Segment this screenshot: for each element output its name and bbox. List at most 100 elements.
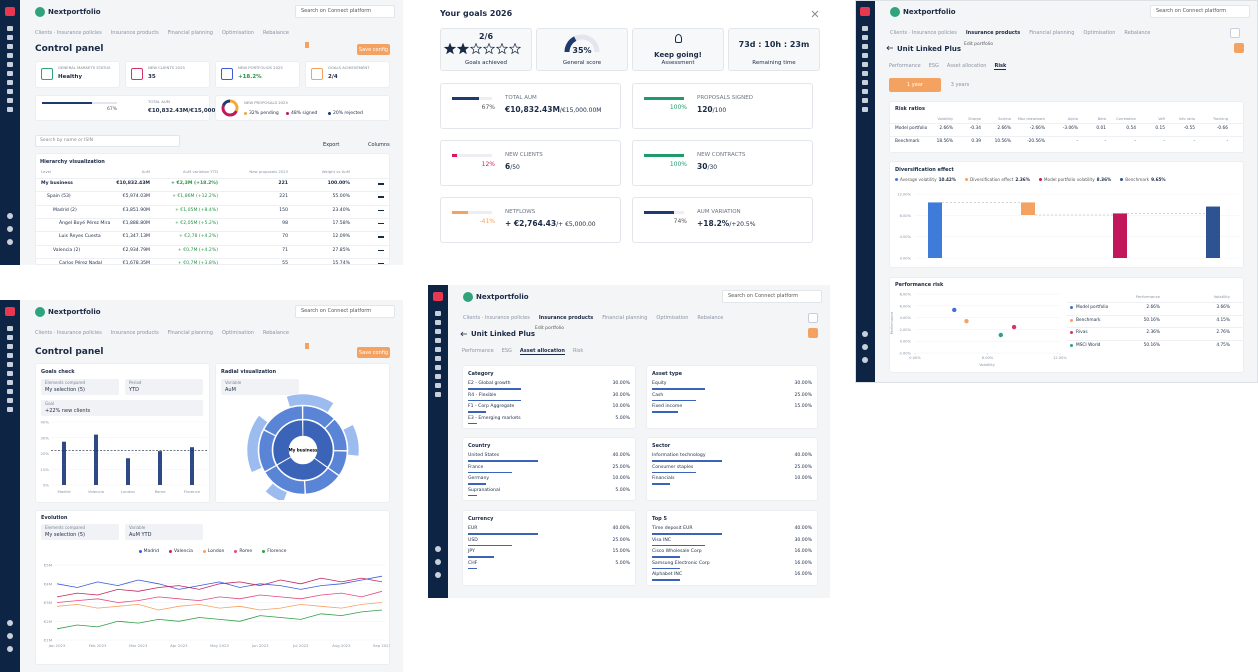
bar bbox=[652, 399, 696, 401]
button-label: Save config bbox=[358, 349, 389, 356]
legend-name: Diversification effect bbox=[970, 177, 1014, 182]
item-label: Consumer staples bbox=[652, 464, 694, 470]
bar bbox=[652, 460, 722, 462]
x-tick-label: 0.00% bbox=[909, 356, 921, 360]
dropdown bbox=[41, 400, 203, 416]
sunburst-segment bbox=[246, 414, 269, 473]
dropdown-value: AuM YTD bbox=[129, 532, 152, 538]
sidebar-icon bbox=[435, 347, 441, 352]
row-menu bbox=[378, 249, 384, 251]
sidebar-icon bbox=[7, 353, 13, 358]
bar bbox=[468, 388, 521, 390]
bar bbox=[652, 483, 670, 485]
sidebar-icon bbox=[7, 371, 13, 376]
table-header: Volatility bbox=[937, 117, 953, 121]
item-value: 16.00% bbox=[794, 560, 812, 566]
table-header: Beta bbox=[1097, 117, 1106, 121]
period-label: 1 year bbox=[907, 82, 923, 88]
x-tick-label: Feb 2023 bbox=[89, 643, 107, 648]
table-cell: My business bbox=[41, 181, 73, 186]
goal-target: /30 bbox=[707, 164, 718, 171]
nav-item: Clients · Insurance policies bbox=[35, 330, 102, 336]
progress-bar bbox=[644, 154, 684, 157]
chart bbox=[221, 99, 239, 117]
nav-item: Rebalance bbox=[1124, 30, 1151, 36]
bar bbox=[468, 556, 495, 558]
table-cell: 50.16% bbox=[1143, 342, 1160, 348]
y-tick-label: €4M bbox=[44, 581, 52, 586]
legend-dot bbox=[1070, 306, 1073, 309]
x-tick-label: Rome bbox=[155, 489, 166, 494]
caption: General score bbox=[562, 60, 602, 66]
card bbox=[215, 95, 390, 121]
dropdown bbox=[125, 379, 203, 395]
table-cell: - bbox=[1193, 139, 1195, 144]
point bbox=[998, 332, 1003, 338]
table-cell: 27.85% bbox=[332, 247, 350, 253]
sidebar-icon bbox=[7, 326, 13, 331]
edit-link: Edit portfolio bbox=[964, 42, 993, 47]
row-divider bbox=[1067, 339, 1244, 341]
legend: Average volatility 10.42% Diversification … bbox=[895, 177, 1166, 182]
search-box bbox=[1150, 5, 1250, 18]
sidebar-icon bbox=[435, 572, 441, 578]
legend-dot bbox=[169, 550, 173, 554]
goal-label: NETFLOWS bbox=[505, 209, 536, 215]
card-title: Sector bbox=[652, 443, 671, 449]
item-value: 15.00% bbox=[794, 404, 812, 409]
item-value: 30.00% bbox=[612, 381, 630, 386]
progress-label: 12% bbox=[481, 161, 495, 168]
kpi-label: NEW CLIENTS 2025 bbox=[148, 65, 185, 70]
nav-item: Financial planning bbox=[167, 30, 213, 36]
card bbox=[35, 61, 120, 88]
title: Control panel bbox=[35, 347, 104, 357]
legend-dot bbox=[1120, 178, 1124, 182]
item-label: Cash bbox=[652, 392, 664, 398]
table-header: Volatility bbox=[1213, 294, 1230, 299]
sidebar-icon bbox=[7, 26, 13, 31]
goal-target: /100 bbox=[712, 107, 727, 114]
search-box bbox=[35, 135, 180, 147]
bar bbox=[652, 411, 679, 413]
sidebar-logo bbox=[5, 7, 15, 16]
row-label: Model portfolio bbox=[895, 126, 928, 131]
table-header: AuM variation YTD bbox=[182, 169, 218, 174]
dropdown-label: Elements compared bbox=[45, 525, 86, 530]
table-header: Max drawdown bbox=[1017, 117, 1045, 121]
sidebar-icon bbox=[7, 35, 13, 40]
y-tick-label: 4.00% bbox=[900, 316, 912, 320]
line bbox=[56, 602, 383, 611]
chart: €1M €2M €3M €4M €5M Jan 2023 Feb 2023 Mar 2023 A… bbox=[44, 563, 390, 649]
item-value: 30.00% bbox=[794, 537, 812, 543]
item-label: France bbox=[468, 464, 484, 470]
item-label: Visa INC bbox=[652, 537, 671, 543]
bar bbox=[928, 202, 942, 258]
table-cell: 2.66% bbox=[997, 126, 1011, 131]
sidebar bbox=[0, 300, 20, 672]
table-cell: 70 bbox=[282, 234, 288, 240]
summary-card bbox=[728, 28, 820, 71]
modal-title: Your goals 2026 bbox=[440, 9, 513, 18]
card-title: Radial visualization bbox=[221, 369, 277, 375]
sidebar bbox=[855, 0, 875, 383]
table-cell: 221 bbox=[278, 181, 288, 186]
nav-item: Clients · Insurance policies bbox=[890, 30, 957, 36]
table-cell: 2.66% bbox=[1146, 305, 1160, 310]
sidebar-icon bbox=[7, 80, 13, 85]
legend-name: Benchmark bbox=[1125, 177, 1150, 182]
card bbox=[125, 61, 210, 88]
legend-name: Florence bbox=[267, 549, 287, 554]
chart bbox=[811, 10, 819, 18]
kpi-value: 2/4 bbox=[328, 74, 338, 80]
progress-label: 67% bbox=[106, 107, 117, 112]
sidebar-icon bbox=[862, 331, 868, 337]
sidebar-icon bbox=[862, 357, 868, 363]
score: 35% bbox=[572, 46, 592, 55]
card-title: Asset type bbox=[652, 371, 682, 377]
sidebar-icon bbox=[862, 26, 868, 31]
item-label: Germany bbox=[468, 476, 490, 481]
summary-card bbox=[440, 28, 532, 71]
item-value: 30.00% bbox=[612, 392, 630, 398]
table-header: Sharpe bbox=[968, 117, 981, 121]
bar bbox=[190, 447, 194, 485]
